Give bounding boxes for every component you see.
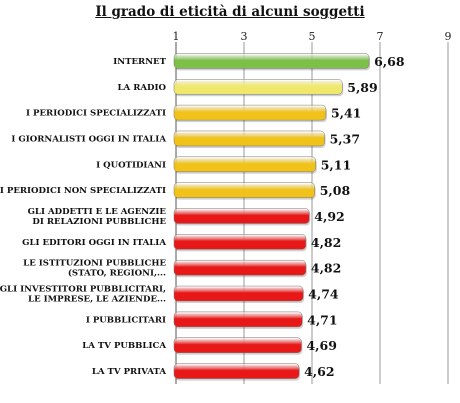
category-label: I PERIODICI NON SPECIALIZZATI	[0, 186, 166, 196]
chart-title: Il grado di eticità di alcuni soggetti	[95, 4, 365, 20]
x-tick-label-7: 7	[377, 30, 384, 43]
category-label: I PUBBLICITARI	[86, 315, 166, 325]
data-label: 5,89	[347, 80, 377, 95]
data-label: 4,71	[307, 312, 337, 327]
category-label: I PERIODICI SPECIALIZZATI	[26, 109, 166, 119]
bar	[173, 53, 370, 69]
bar	[173, 79, 343, 95]
category-label: LA RADIO	[118, 83, 167, 93]
data-label: 5,37	[330, 131, 360, 146]
category-label: GLI ADDETTI E LE AGENZIE DI RELAZIONI PUB…	[28, 207, 167, 227]
category-label: LE ISTITUZIONI PUBBLICHE (STATO, REGIONI,…	[23, 259, 166, 279]
category-label: GLI INVESTITORI PUBBLICITARI, LE IMPRESE,…	[0, 285, 166, 305]
data-label: 4,82	[311, 261, 341, 276]
data-label: 5,41	[331, 106, 361, 121]
bar	[173, 104, 327, 121]
data-label: 5,11	[321, 157, 351, 172]
data-label: 6,68	[374, 54, 405, 69]
bar	[173, 156, 316, 173]
data-label: 4,92	[314, 209, 344, 224]
category-label: LA TV PRIVATA	[92, 367, 167, 377]
bar	[173, 234, 307, 250]
category-label: LA TV PUBBLICA	[82, 341, 166, 351]
data-label: 4,69	[306, 338, 336, 353]
data-label: 4,82	[311, 235, 341, 250]
bar	[173, 363, 300, 379]
bar	[173, 337, 302, 353]
x-tick-label-3: 3	[241, 30, 248, 43]
bar	[173, 311, 303, 328]
bar	[173, 259, 307, 276]
category-label: INTERNET	[113, 57, 166, 67]
x-tick-label-9: 9	[445, 30, 452, 43]
x-tick-label-5: 5	[309, 30, 316, 43]
bar	[173, 182, 315, 198]
x-tick-label-1: 1	[173, 30, 180, 43]
category-label: I GIORNALISTI OGGI IN ITALIA	[11, 134, 166, 144]
category-label: I QUOTIDIANI	[96, 160, 166, 170]
data-label: 5,08	[320, 183, 351, 198]
data-label: 4,62	[304, 364, 334, 379]
category-label: GLI EDITORI OGGI IN ITALIA	[22, 238, 166, 248]
bar	[173, 285, 304, 302]
bar	[173, 130, 325, 147]
data-label: 4,74	[308, 287, 339, 302]
bar	[173, 208, 310, 224]
